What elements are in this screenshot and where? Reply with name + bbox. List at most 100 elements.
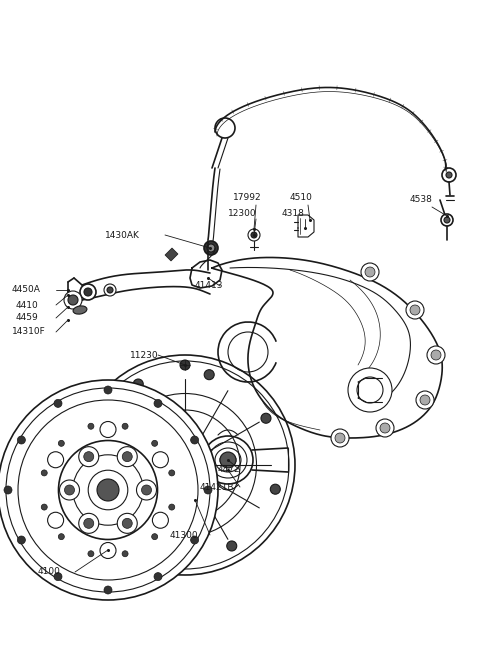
Text: 4100: 4100 bbox=[38, 568, 61, 576]
Circle shape bbox=[100, 422, 116, 438]
Circle shape bbox=[152, 533, 157, 539]
Circle shape bbox=[136, 480, 156, 500]
Circle shape bbox=[88, 470, 128, 510]
Circle shape bbox=[60, 480, 80, 500]
Circle shape bbox=[107, 287, 113, 293]
Circle shape bbox=[54, 399, 62, 407]
Circle shape bbox=[348, 368, 392, 412]
Text: 17992: 17992 bbox=[233, 194, 262, 202]
Circle shape bbox=[154, 399, 162, 407]
Circle shape bbox=[122, 518, 132, 528]
Circle shape bbox=[204, 370, 214, 380]
Circle shape bbox=[68, 295, 78, 305]
Text: 4538: 4538 bbox=[410, 196, 433, 204]
Circle shape bbox=[152, 512, 168, 528]
Circle shape bbox=[220, 452, 236, 468]
Text: 14310F: 14310F bbox=[12, 327, 46, 336]
Text: 41413: 41413 bbox=[195, 281, 224, 290]
Circle shape bbox=[365, 267, 375, 277]
Circle shape bbox=[117, 447, 137, 466]
Circle shape bbox=[79, 513, 99, 533]
Circle shape bbox=[84, 451, 94, 462]
Circle shape bbox=[227, 541, 237, 551]
Text: 4459: 4459 bbox=[16, 313, 39, 323]
Circle shape bbox=[431, 350, 441, 360]
Circle shape bbox=[79, 447, 99, 466]
Circle shape bbox=[420, 395, 430, 405]
Circle shape bbox=[169, 504, 175, 510]
Circle shape bbox=[84, 288, 92, 296]
Circle shape bbox=[99, 507, 109, 517]
Text: 41300: 41300 bbox=[170, 530, 199, 539]
Circle shape bbox=[97, 479, 119, 501]
Circle shape bbox=[59, 440, 64, 446]
Circle shape bbox=[154, 573, 162, 581]
Circle shape bbox=[41, 504, 47, 510]
Circle shape bbox=[444, 217, 450, 223]
Circle shape bbox=[179, 459, 192, 472]
Circle shape bbox=[380, 423, 390, 433]
Circle shape bbox=[156, 551, 166, 560]
Ellipse shape bbox=[73, 306, 87, 314]
Circle shape bbox=[48, 452, 64, 468]
Circle shape bbox=[41, 470, 47, 476]
Circle shape bbox=[427, 346, 445, 364]
Circle shape bbox=[248, 229, 260, 241]
Text: 12300: 12300 bbox=[228, 210, 257, 219]
Circle shape bbox=[357, 377, 383, 403]
Circle shape bbox=[122, 451, 132, 462]
Circle shape bbox=[416, 391, 434, 409]
Circle shape bbox=[191, 536, 199, 544]
Circle shape bbox=[88, 551, 94, 556]
Circle shape bbox=[376, 419, 394, 437]
Circle shape bbox=[4, 486, 12, 494]
Circle shape bbox=[122, 423, 128, 429]
Circle shape bbox=[0, 380, 218, 600]
Polygon shape bbox=[165, 248, 178, 261]
Circle shape bbox=[251, 232, 257, 238]
Circle shape bbox=[361, 263, 379, 281]
Circle shape bbox=[441, 214, 453, 226]
Text: 4472: 4472 bbox=[218, 466, 240, 474]
Circle shape bbox=[152, 452, 168, 468]
Circle shape bbox=[117, 513, 137, 533]
Circle shape bbox=[54, 573, 62, 581]
Circle shape bbox=[406, 301, 424, 319]
Circle shape bbox=[335, 433, 345, 443]
Circle shape bbox=[331, 429, 349, 447]
Circle shape bbox=[90, 436, 100, 446]
Circle shape bbox=[270, 484, 280, 494]
Circle shape bbox=[104, 386, 112, 394]
Circle shape bbox=[446, 172, 452, 178]
Circle shape bbox=[104, 586, 112, 594]
Text: 11230: 11230 bbox=[130, 350, 158, 359]
Circle shape bbox=[410, 305, 420, 315]
Text: 4450A: 4450A bbox=[12, 286, 41, 294]
Circle shape bbox=[88, 423, 94, 429]
Text: 41421B: 41421B bbox=[200, 482, 235, 491]
Circle shape bbox=[80, 284, 96, 300]
Circle shape bbox=[165, 445, 205, 485]
Circle shape bbox=[100, 543, 116, 558]
Circle shape bbox=[191, 436, 199, 444]
Circle shape bbox=[17, 536, 25, 544]
Circle shape bbox=[104, 284, 116, 296]
Circle shape bbox=[84, 518, 94, 528]
Circle shape bbox=[64, 485, 74, 495]
Circle shape bbox=[17, 436, 25, 444]
Circle shape bbox=[207, 244, 215, 252]
Circle shape bbox=[48, 512, 64, 528]
Circle shape bbox=[152, 440, 157, 446]
Text: 1430AK: 1430AK bbox=[105, 231, 140, 240]
Circle shape bbox=[180, 360, 190, 370]
Text: 4410: 4410 bbox=[16, 300, 39, 309]
Circle shape bbox=[204, 241, 218, 255]
Text: 4318: 4318 bbox=[282, 210, 305, 219]
Circle shape bbox=[64, 291, 82, 309]
Circle shape bbox=[59, 533, 64, 539]
Circle shape bbox=[142, 485, 152, 495]
Circle shape bbox=[122, 551, 128, 556]
Circle shape bbox=[204, 486, 212, 494]
Circle shape bbox=[261, 413, 271, 423]
Circle shape bbox=[169, 470, 175, 476]
